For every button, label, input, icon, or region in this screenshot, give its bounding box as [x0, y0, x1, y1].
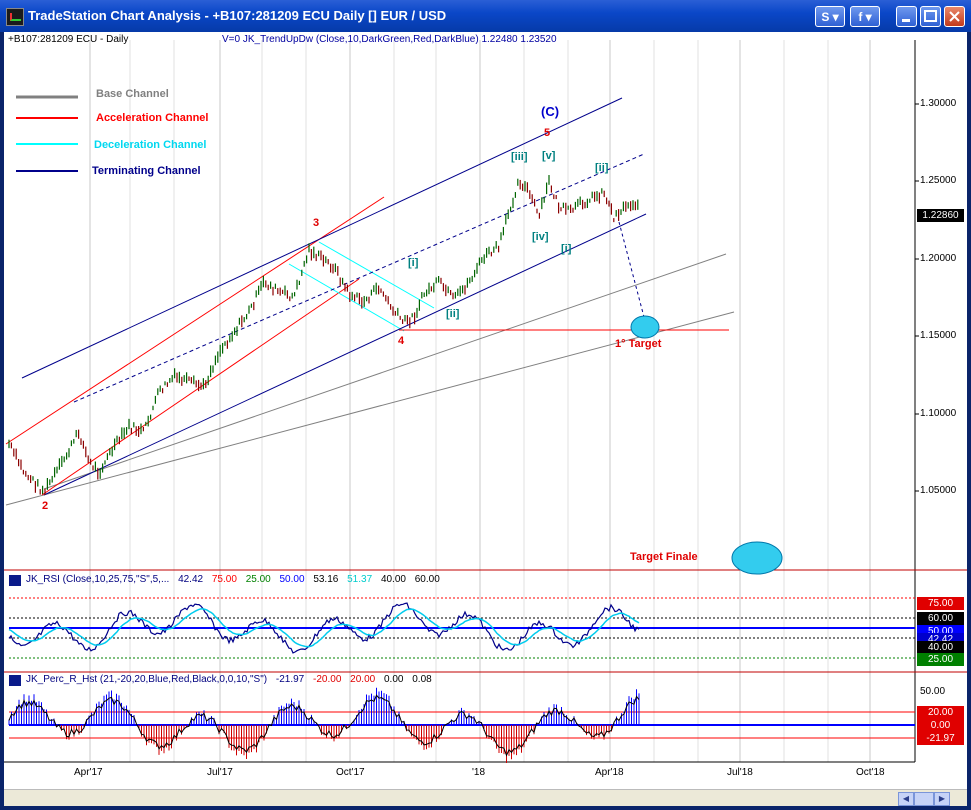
legend-acceleration-channel: Acceleration Channel	[96, 112, 209, 124]
close-icon	[949, 11, 960, 22]
rsi-pane	[8, 597, 915, 659]
scroll-left-arrow-icon[interactable]: ◀	[898, 792, 914, 806]
final-target-marker	[731, 541, 783, 575]
legend-terminating-channel: Terminating Channel	[92, 165, 201, 177]
x-label-apr17: Apr'17	[74, 767, 103, 778]
f-menu-button[interactable]: f ▾	[850, 6, 880, 27]
price-label-1.05: 1.05000	[920, 485, 957, 496]
percent-r-header: JK_Perc_R_Hst (21,-20,20,Blue,Red,Black,…	[26, 674, 432, 685]
wave-label-i-lower: [i]	[408, 257, 419, 269]
base-channel-lower	[5, 311, 735, 506]
wave-label-3: 3	[313, 217, 320, 229]
base-channel-upper	[43, 253, 727, 490]
x-label-jul17: Jul'17	[207, 767, 233, 778]
wave-label-5: 5	[544, 127, 551, 139]
deceleration-channel-lower	[288, 263, 405, 332]
wave-label-ii-lower: [ii]	[446, 308, 460, 320]
rsi-tag-60: 60.00	[917, 612, 964, 625]
percent-r-tag-neg: -21.97	[917, 732, 964, 745]
chart-client-area[interactable]: +B107:281209 ECU - Daily V=0 JK_TrendUpD…	[4, 32, 967, 806]
rsi-header: JK_RSI (Close,10,25,75,"S",5,... 42.42 7…	[26, 574, 440, 585]
rsi-average-line	[8, 608, 640, 648]
first-target-marker	[630, 315, 660, 339]
wave-label-C: (C)	[541, 104, 560, 119]
rsi-pane-box[interactable]	[9, 575, 21, 586]
title-bar[interactable]: TradeStation Chart Analysis - +B107:2812…	[0, 0, 971, 32]
target-finale-label: Target Finale	[630, 551, 698, 563]
chart-canvas[interactable]	[4, 32, 967, 806]
wave-label-i: [i]	[561, 243, 572, 255]
legend-deceleration-channel: Deceleration Channel	[94, 139, 207, 151]
rsi-line	[8, 602, 640, 654]
maximize-icon	[924, 10, 937, 22]
x-label-oct18: Oct'18	[856, 767, 885, 778]
price-label-1.20: 1.20000	[920, 253, 957, 264]
price-label-1.10: 1.10000	[920, 408, 957, 419]
wave-label-4: 4	[398, 335, 405, 347]
x-label-jul18: Jul'18	[727, 767, 753, 778]
rsi-tag-75: 75.00	[917, 597, 964, 610]
x-label-oct17: Oct'17	[336, 767, 365, 778]
deceleration-channel-upper	[318, 241, 435, 309]
wave-label-v: [v]	[542, 150, 556, 162]
indicator-label: V=0 JK_TrendUpDw (Close,10,DarkGreen,Red…	[222, 34, 557, 45]
wave-label-iii: [iii]	[511, 151, 528, 163]
price-ticks	[915, 103, 919, 492]
legend-base-channel: Base Channel	[96, 88, 169, 100]
x-label-18: '18	[472, 767, 486, 778]
acceleration-channel-upper	[5, 196, 385, 445]
last-price-tag: 1.22860	[917, 209, 964, 222]
terminating-channel-lower	[43, 213, 647, 496]
price-label-1.15: 1.15000	[920, 330, 957, 341]
terminating-channel-midline	[73, 153, 645, 403]
terminating-channel-upper	[21, 97, 623, 379]
percent-r-pane-box[interactable]	[9, 675, 21, 686]
rsi-tag-40: 40.00	[917, 641, 964, 654]
scroll-right-arrow-icon[interactable]: ▶	[934, 792, 950, 806]
rsi-tag-25: 25.00	[917, 653, 964, 666]
price-label-1.30: 1.30000	[920, 98, 957, 109]
horizontal-scrollbar[interactable]: ◀ ▶	[4, 789, 967, 806]
price-label-1.25: 1.25000	[920, 175, 957, 186]
scroll-thumb[interactable]	[914, 792, 934, 806]
percent-r-pane	[8, 687, 915, 764]
minimize-icon	[902, 19, 910, 22]
x-label-apr18: Apr'18	[595, 767, 624, 778]
percent-r-axis-50: 50.00	[920, 686, 946, 697]
wave-label-2: 2	[42, 500, 49, 512]
wave-label-iv: [iv]	[532, 231, 549, 243]
first-target-label: 1° Target	[615, 338, 662, 350]
minimize-button[interactable]	[896, 6, 917, 27]
percent-r-tag-0: 0.00	[917, 719, 964, 732]
percent-r-tag-20: 20.00	[917, 706, 964, 719]
target-projection-line	[618, 221, 645, 318]
tradestation-app-icon[interactable]	[6, 8, 24, 26]
symbol-label: +B107:281209 ECU - Daily	[8, 34, 129, 45]
wave-label-ii: [ii]	[595, 162, 609, 174]
percent-r-line	[8, 694, 640, 757]
price-bars	[8, 175, 639, 495]
s-menu-button[interactable]: S ▾	[815, 6, 845, 27]
close-button[interactable]	[944, 6, 965, 27]
window-title: TradeStation Chart Analysis - +B107:2812…	[28, 8, 447, 23]
maximize-button[interactable]	[920, 6, 941, 27]
vertical-grid	[89, 40, 871, 762]
